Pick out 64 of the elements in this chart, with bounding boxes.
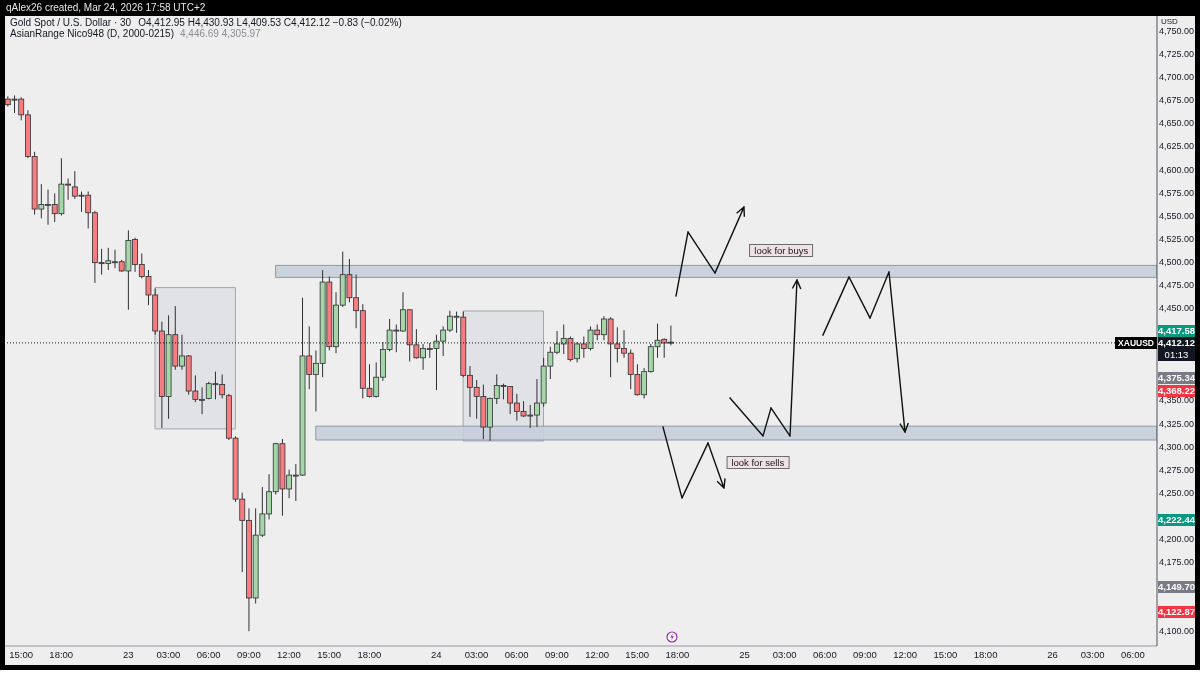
y-tick-label: 4,275.00 xyxy=(1159,464,1195,475)
text: qAlex26 created, Mar 24, 2026 17:58 UTC+2 xyxy=(6,1,206,14)
x-tick-label: 06:00 xyxy=(1121,648,1145,660)
x-tick-label: 09:00 xyxy=(236,648,261,660)
x-tick-label: 03:00 xyxy=(464,648,489,660)
ref-line-label: 4,412.12 xyxy=(1158,336,1195,349)
x-tick-label: 15:00 xyxy=(9,648,33,660)
band-label: look for sells xyxy=(726,456,790,469)
y-tick-label: 4,650.00 xyxy=(1159,118,1195,129)
x-tick-label: 25 xyxy=(739,648,750,660)
y-tick-label: 4,625.00 xyxy=(1159,141,1195,152)
x-tick-label: 12:00 xyxy=(585,648,609,660)
x-tick-label: 23 xyxy=(122,648,134,660)
y-tick-label: 4,500.00 xyxy=(1159,256,1195,267)
y-tick-label: 4,600.00 xyxy=(1159,164,1195,175)
x-tick-label: 09:00 xyxy=(545,648,569,660)
text: 4,149.70 xyxy=(1158,581,1195,593)
annotation: XAUUSD xyxy=(1115,336,1157,349)
x-tick-label: 09:00 xyxy=(853,648,877,660)
x-tick-label: 03:00 xyxy=(156,648,181,660)
y-tick-label: 4,700.00 xyxy=(1159,72,1195,83)
text: 4,368.22 xyxy=(1158,384,1195,397)
x-tick-label: 15:00 xyxy=(317,648,342,660)
x-tick-label: 12:00 xyxy=(893,648,918,660)
x-tick-label: 03:00 xyxy=(772,648,797,660)
y-tick-label: 4,725.00 xyxy=(1159,49,1195,60)
text: 4,375.34 xyxy=(1158,372,1195,384)
y-tick-label: 4,675.00 xyxy=(1159,95,1195,106)
y-tick-label: 4,475.00 xyxy=(1159,280,1195,291)
x-tick-label: 26 xyxy=(1047,648,1058,660)
y-tick-label: 4,750.00 xyxy=(1159,25,1195,36)
y-tick-label: 4,200.00 xyxy=(1159,534,1195,545)
y-tick-label: 4,525.00 xyxy=(1159,233,1195,244)
text: 4,222.44 xyxy=(1158,513,1195,526)
x-tick-label: 06:00 xyxy=(812,648,837,660)
x-tick-label: 15:00 xyxy=(933,648,958,660)
x-tick-label: 24 xyxy=(431,648,442,660)
y-tick-label: 4,100.00 xyxy=(1159,626,1195,637)
y-tick-label: 4,575.00 xyxy=(1159,187,1195,198)
annotation: 4,446.69 4,305.97 xyxy=(180,28,261,39)
x-tick-label: 03:00 xyxy=(1080,648,1105,660)
x-tick-label: 18:00 xyxy=(665,648,690,660)
x-tick-label: 06:00 xyxy=(504,648,529,660)
text: 4,122.87 xyxy=(1158,606,1195,618)
y-tick-label: 4,175.00 xyxy=(1159,557,1195,568)
x-tick-label: 12:00 xyxy=(277,648,301,660)
annotation: O4,412.95 H4,430.93 L4,409.53 C4,412.12 −0.83 (−0.02%) xyxy=(138,17,402,28)
y-tick-label: 4,250.00 xyxy=(1159,487,1195,498)
band-label: look for buys xyxy=(749,244,814,258)
text: AsianRange Nico948 (D, 2000-0215) xyxy=(10,28,174,39)
y-tick-label: 4,350.00 xyxy=(1159,395,1195,406)
x-tick-label: 18:00 xyxy=(49,648,74,660)
x-tick-label: 18:00 xyxy=(357,648,382,660)
y-tick-label: 4,450.00 xyxy=(1159,303,1195,314)
y-tick-label: 4,325.00 xyxy=(1159,418,1195,429)
chart-title: Gold Spot / U.S. Dollar · 30 xyxy=(10,17,132,28)
x-tick-label: 06:00 xyxy=(196,648,221,660)
x-tick-label: 18:00 xyxy=(973,648,998,660)
y-tick-label: 4,300.00 xyxy=(1159,441,1195,452)
y-axis-title: USD xyxy=(1161,17,1178,26)
text: 01:13 xyxy=(1163,348,1190,361)
y-tick-label: 4,550.00 xyxy=(1159,210,1195,221)
x-tick-label: 15:00 xyxy=(625,648,650,660)
text: 4,417.58 xyxy=(1158,325,1195,337)
